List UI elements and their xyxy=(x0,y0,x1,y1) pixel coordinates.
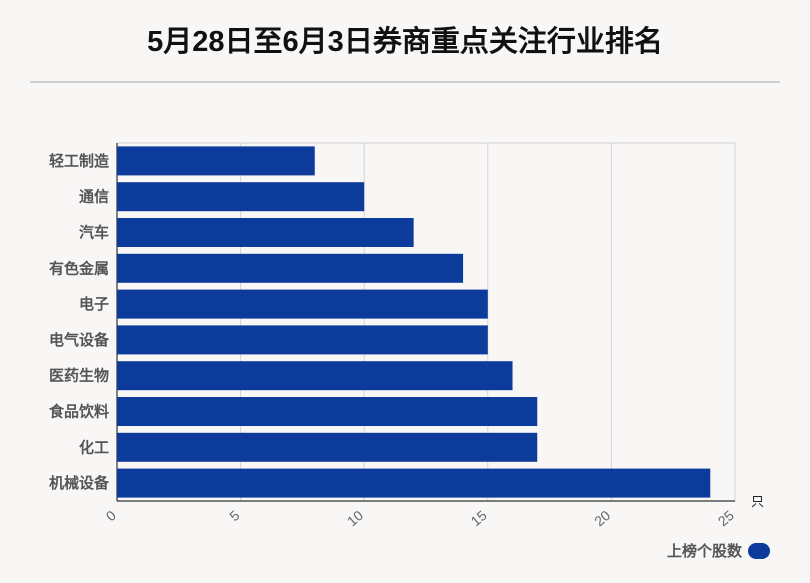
legend: 上榜个股数 xyxy=(667,540,770,561)
bar xyxy=(117,218,414,247)
bar xyxy=(117,182,365,212)
chart-title: 5月28日至6月3日券商重点关注行业排名 xyxy=(147,26,663,58)
x-tick-label: 25 xyxy=(715,507,737,529)
legend-swatch xyxy=(748,542,770,559)
category-label: 食品饮料 xyxy=(49,403,109,421)
bar xyxy=(117,325,488,355)
bar xyxy=(117,361,513,391)
bar xyxy=(117,289,488,319)
bar xyxy=(117,432,538,462)
x-tick-label: 15 xyxy=(468,507,490,529)
legend-label: 上榜个股数 xyxy=(666,543,742,560)
bar xyxy=(117,397,538,426)
bar xyxy=(117,468,711,498)
bar xyxy=(117,253,464,283)
category-label: 有色金属 xyxy=(49,259,109,277)
x-tick-label: 10 xyxy=(344,507,366,529)
bar xyxy=(117,146,315,176)
category-label: 轻工制造 xyxy=(49,152,109,170)
x-unit-label: 只 xyxy=(751,494,764,509)
x-tick-label: 20 xyxy=(591,507,613,529)
category-label: 通信 xyxy=(79,188,109,206)
category-label: 化工 xyxy=(79,438,109,456)
category-label: 机械设备 xyxy=(49,474,110,492)
category-label: 电气设备 xyxy=(49,331,110,349)
category-label: 电子 xyxy=(79,295,109,313)
category-label: 医药生物 xyxy=(49,367,109,385)
category-label: 汽车 xyxy=(79,224,109,242)
x-tick-label: 0 xyxy=(103,507,119,524)
title-divider xyxy=(30,81,780,83)
x-tick-label: 5 xyxy=(226,507,242,524)
